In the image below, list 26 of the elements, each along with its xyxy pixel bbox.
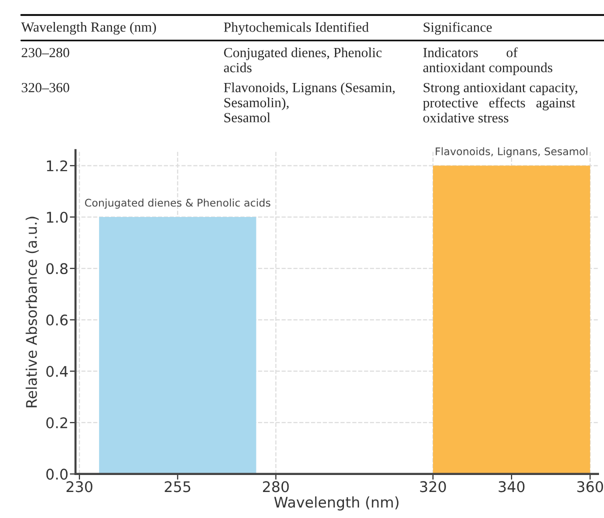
y-tick-label: 0.4 [46,366,68,377]
x-axis-title: Wavelength (nm) [274,496,398,511]
text: 230–280 [22,48,70,58]
x-tick-label: 280 [262,481,289,492]
x-tick-label: 255 [164,481,190,492]
y-tick-label: 0.0 [46,468,68,480]
text: Phytochemicals Identified [224,22,369,35]
x-tick-label: 320 [420,481,446,492]
text: Strong antioxidant capacity, protective effects against oxidative stress [423,82,578,123]
y-tick-label: 0.8 [46,263,68,274]
y-tick-label: 0.6 [46,314,68,326]
y-tick-label: 0.2 [46,417,68,428]
y-tick-label: 1.0 [46,212,68,223]
text: 320–360 [22,82,70,92]
text: Conjugated dienes, Phenolic acids [224,48,382,72]
text: Flavonoids, Lignans (Sesamin, Sesamolin), Sesamol [224,82,395,122]
x-tick-label: 360 [577,481,604,492]
annotation: Conjugated dienes & Phenolic acids [85,198,270,209]
text: Wavelength Range (nm) [21,22,156,35]
text: Significance [424,22,492,35]
text: Indicators of antioxidant compounds [423,47,552,76]
x-tick-label: 230 [66,481,92,492]
y-tick-label: 1.2 [46,160,68,172]
x-tick-label: 340 [498,481,524,492]
y-axis-title: Relative Absorbance (a.u.) [26,216,39,408]
annotation: Flavonoids, Lignans, Sesamol [436,147,588,158]
